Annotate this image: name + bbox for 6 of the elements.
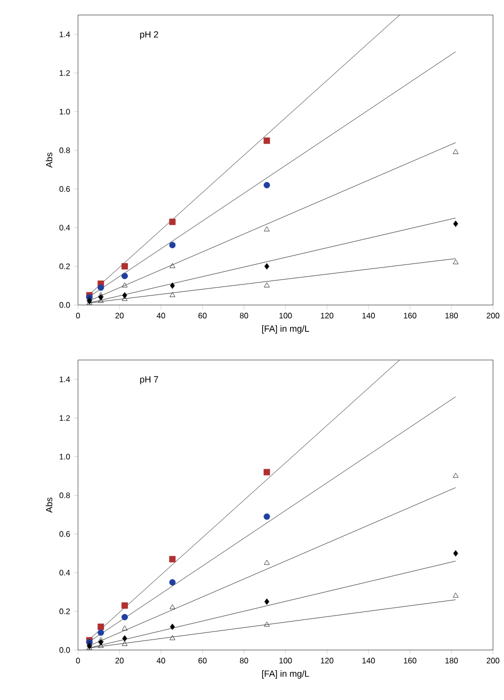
- y-axis-title: Abs: [46, 152, 52, 168]
- annotation: pH 2: [140, 31, 158, 40]
- x-axis-title: [FA] in mg/L: [262, 325, 310, 334]
- annotation: pH 7: [140, 376, 158, 384]
- x-axis-title: [FA] in mg/L: [262, 670, 310, 679]
- y-axis-title: Abs: [46, 498, 52, 513]
